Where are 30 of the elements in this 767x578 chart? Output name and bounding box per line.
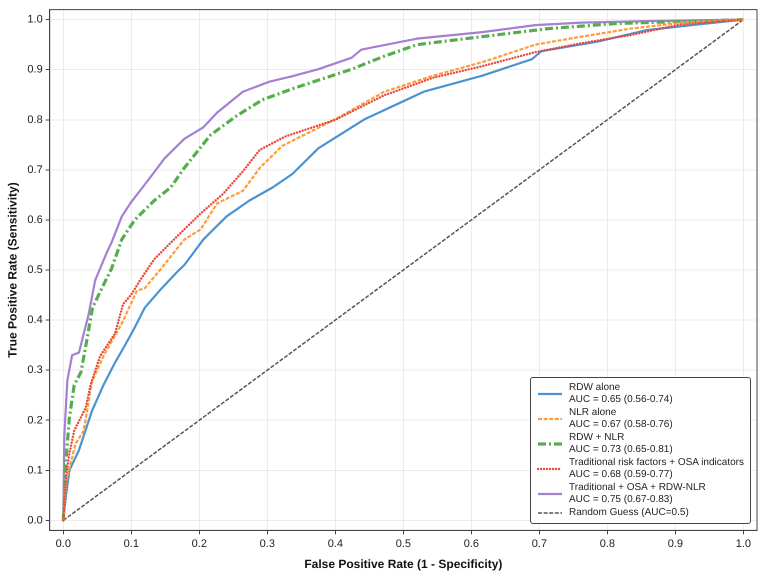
legend-label: RDW + NLR AUC = 0.73 (0.65-0.81) [569,432,673,456]
x-tick-label: 0.5 [396,538,411,550]
x-tick-label: 0.2 [192,538,207,550]
y-tick-label: 0.4 [27,314,43,326]
x-tick-label: 0.6 [464,538,480,550]
y-axis-title: True Positive Rate (Sensitivity) [6,182,20,358]
legend-label: Traditional + OSA + RDW-NLR AUC = 0.75 (0.67-0.83) [569,482,706,506]
x-tick-label: 0.7 [532,538,548,550]
x-tick-label: 0.1 [124,538,139,550]
x-tick-label: 0.4 [328,538,343,550]
legend-label: NLR alone AUC = 0.67 (0.58-0.76) [569,407,673,432]
y-tick-label: 0.6 [27,214,43,226]
y-tick-label: 0.9 [27,64,43,76]
y-tick-label: 0.1 [27,464,43,476]
y-tick-label: 0.8 [27,114,43,126]
x-tick-label: 0.9 [668,538,684,550]
x-tick-label: 0.0 [56,538,71,550]
y-tick-label: 0.2 [27,414,43,426]
y-tick-label: 0.3 [27,364,43,376]
y-tick-label: 0.0 [27,514,43,526]
x-axis-title: False Positive Rate (1 - Specificity) [304,557,502,572]
y-tick-label: 0.5 [27,264,43,276]
x-tick-label: 1.0 [736,538,752,550]
y-tick-label: 1.0 [27,14,43,26]
legend-label: Traditional risk factors + OSA indicators AUC = 0.68 (0.59-0.77) [569,457,744,482]
x-tick-label: 0.3 [260,538,275,550]
legend-label: RDW alone AUC = 0.65 (0.56-0.74) [569,382,673,406]
x-tick-label: 0.8 [600,538,616,550]
y-tick-label: 0.7 [27,164,43,176]
legend-label: Random Guess (AUC=0.5) [569,507,689,520]
